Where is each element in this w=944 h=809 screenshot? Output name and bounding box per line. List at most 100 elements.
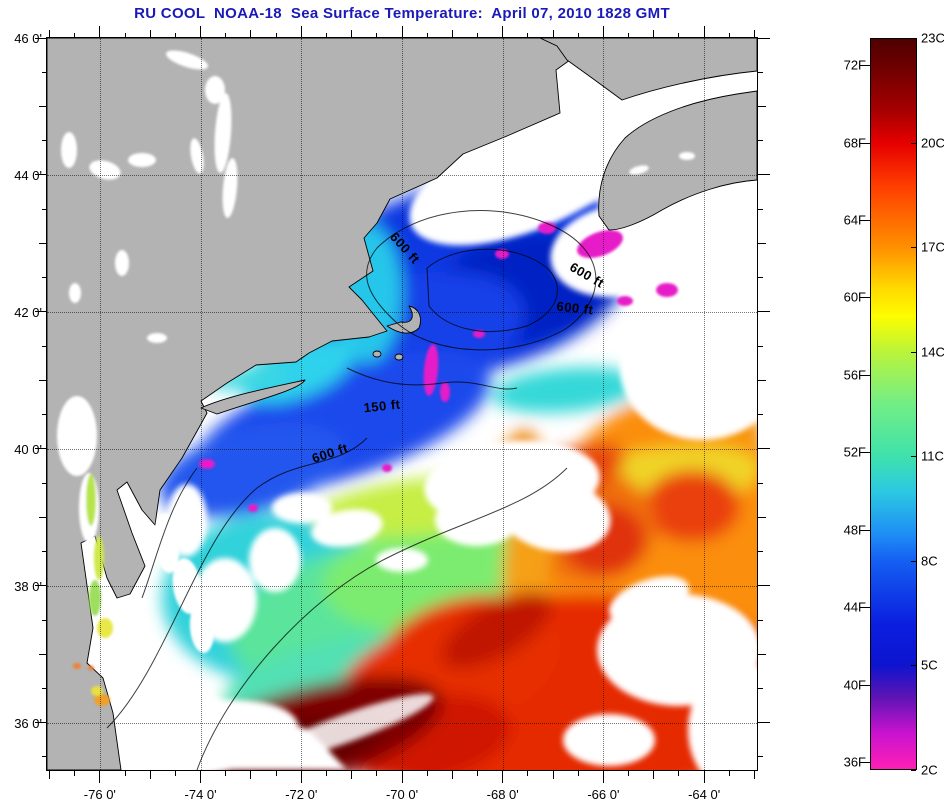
y-axis-tick xyxy=(758,37,770,39)
y-tick-label: 38 0' xyxy=(14,578,42,594)
x-axis-tick xyxy=(376,33,378,38)
x-axis-tick xyxy=(200,771,202,783)
x-axis-tick xyxy=(753,771,755,779)
x-axis-tick xyxy=(527,33,529,38)
x-axis-tick xyxy=(149,771,151,779)
y-axis-tick xyxy=(42,551,47,553)
gridline-latitude xyxy=(47,722,757,724)
x-axis-tick xyxy=(728,33,730,38)
x-axis-tick xyxy=(275,33,277,38)
x-axis-tick xyxy=(703,26,705,38)
colorbar-tick xyxy=(865,297,870,299)
colorbar-celsius-label: 14C xyxy=(921,344,944,360)
x-axis-tick xyxy=(99,26,101,38)
x-axis-tick xyxy=(426,771,428,776)
x-axis-tick xyxy=(653,30,655,38)
x-axis-tick xyxy=(124,33,126,38)
y-axis-tick xyxy=(39,242,47,244)
x-axis-tick xyxy=(49,771,51,779)
colorbar-celsius-label: 8C xyxy=(921,553,938,569)
colorbar-fahrenheit-label: 72F xyxy=(843,57,866,73)
colorbar-tick xyxy=(911,665,916,667)
colorbar-fahrenheit-label: 52F xyxy=(843,444,866,460)
x-axis-tick xyxy=(426,33,428,38)
chesapeake-bay-water xyxy=(73,474,113,706)
y-axis-tick xyxy=(35,585,47,587)
x-axis-tick xyxy=(300,771,302,783)
y-axis-tick xyxy=(39,516,47,518)
x-tick-label: -74 0' xyxy=(184,787,217,802)
colorbar-celsius-label: 20C xyxy=(921,135,944,151)
y-axis-tick xyxy=(758,379,766,381)
x-axis-tick xyxy=(577,33,579,38)
x-axis-tick xyxy=(552,771,554,779)
x-axis-tick xyxy=(99,771,101,783)
colorbar-tick xyxy=(865,375,870,377)
y-axis-tick xyxy=(758,482,763,484)
x-axis-tick xyxy=(74,771,76,776)
y-axis-tick xyxy=(758,722,770,724)
y-axis-tick xyxy=(758,756,763,758)
x-axis-tick xyxy=(552,30,554,38)
y-axis-tick xyxy=(42,140,47,142)
x-axis-tick xyxy=(174,33,176,38)
x-axis-tick xyxy=(225,771,227,776)
y-axis-tick xyxy=(35,722,47,724)
x-axis-tick xyxy=(174,771,176,776)
x-axis-tick xyxy=(728,771,730,776)
y-axis-tick xyxy=(758,585,770,587)
x-tick-label: -70 0' xyxy=(385,787,419,802)
x-axis-tick xyxy=(477,771,479,776)
y-axis-tick xyxy=(42,414,47,416)
y-axis-tick xyxy=(758,345,763,347)
x-axis-tick xyxy=(124,771,126,776)
x-axis-tick xyxy=(628,33,630,38)
x-tick-label: -66 0' xyxy=(587,787,620,802)
y-axis-tick xyxy=(758,208,763,210)
y-axis-tick xyxy=(42,277,47,279)
gridline-latitude xyxy=(47,174,757,176)
y-axis-tick xyxy=(758,71,763,73)
x-axis-tick xyxy=(376,771,378,776)
x-axis-tick xyxy=(325,771,327,776)
y-axis-tick xyxy=(758,277,763,279)
colorbar-celsius-label: 17C xyxy=(921,239,944,255)
colorbar-celsius-label: 5C xyxy=(921,657,938,673)
x-axis-tick xyxy=(653,771,655,779)
gridline-longitude xyxy=(502,38,504,770)
y-axis-tick xyxy=(758,174,770,176)
x-axis-tick xyxy=(602,771,604,783)
y-axis-tick xyxy=(758,551,763,553)
y-tick-label: 42 0' xyxy=(14,304,42,320)
y-axis-tick xyxy=(39,653,47,655)
y-axis-tick xyxy=(758,140,763,142)
colorbar-fahrenheit-label: 56F xyxy=(843,367,866,383)
figure-title: RU COOL NOAA-18 Sea Surface Temperature:… xyxy=(134,5,670,22)
long-island xyxy=(200,379,306,415)
x-axis-tick xyxy=(149,30,151,38)
y-axis-tick xyxy=(35,174,47,176)
y-axis-tick xyxy=(35,311,47,313)
x-tick-label: -72 0' xyxy=(285,787,318,802)
gridline-longitude xyxy=(603,38,605,770)
gridline-longitude xyxy=(301,38,303,770)
y-axis-tick xyxy=(42,756,47,758)
x-axis-tick xyxy=(325,33,327,38)
x-axis-tick xyxy=(225,33,227,38)
colorbar-tick xyxy=(911,456,916,458)
colorbar-tick xyxy=(865,219,870,221)
y-axis-tick xyxy=(35,37,47,39)
colorbar-celsius-label: 23C xyxy=(921,30,944,46)
colorbar-tick xyxy=(911,351,916,353)
x-axis-tick xyxy=(703,771,705,783)
nova-scotia xyxy=(598,90,757,231)
gridline-latitude xyxy=(47,311,757,313)
colorbar-tick xyxy=(911,247,916,249)
x-axis-tick xyxy=(250,30,252,38)
gridline-longitude xyxy=(402,38,403,770)
colorbar-tick xyxy=(865,607,870,609)
x-axis-tick xyxy=(678,771,680,776)
colorbar-fahrenheit-label: 40F xyxy=(843,677,866,693)
y-axis-tick xyxy=(42,619,47,621)
